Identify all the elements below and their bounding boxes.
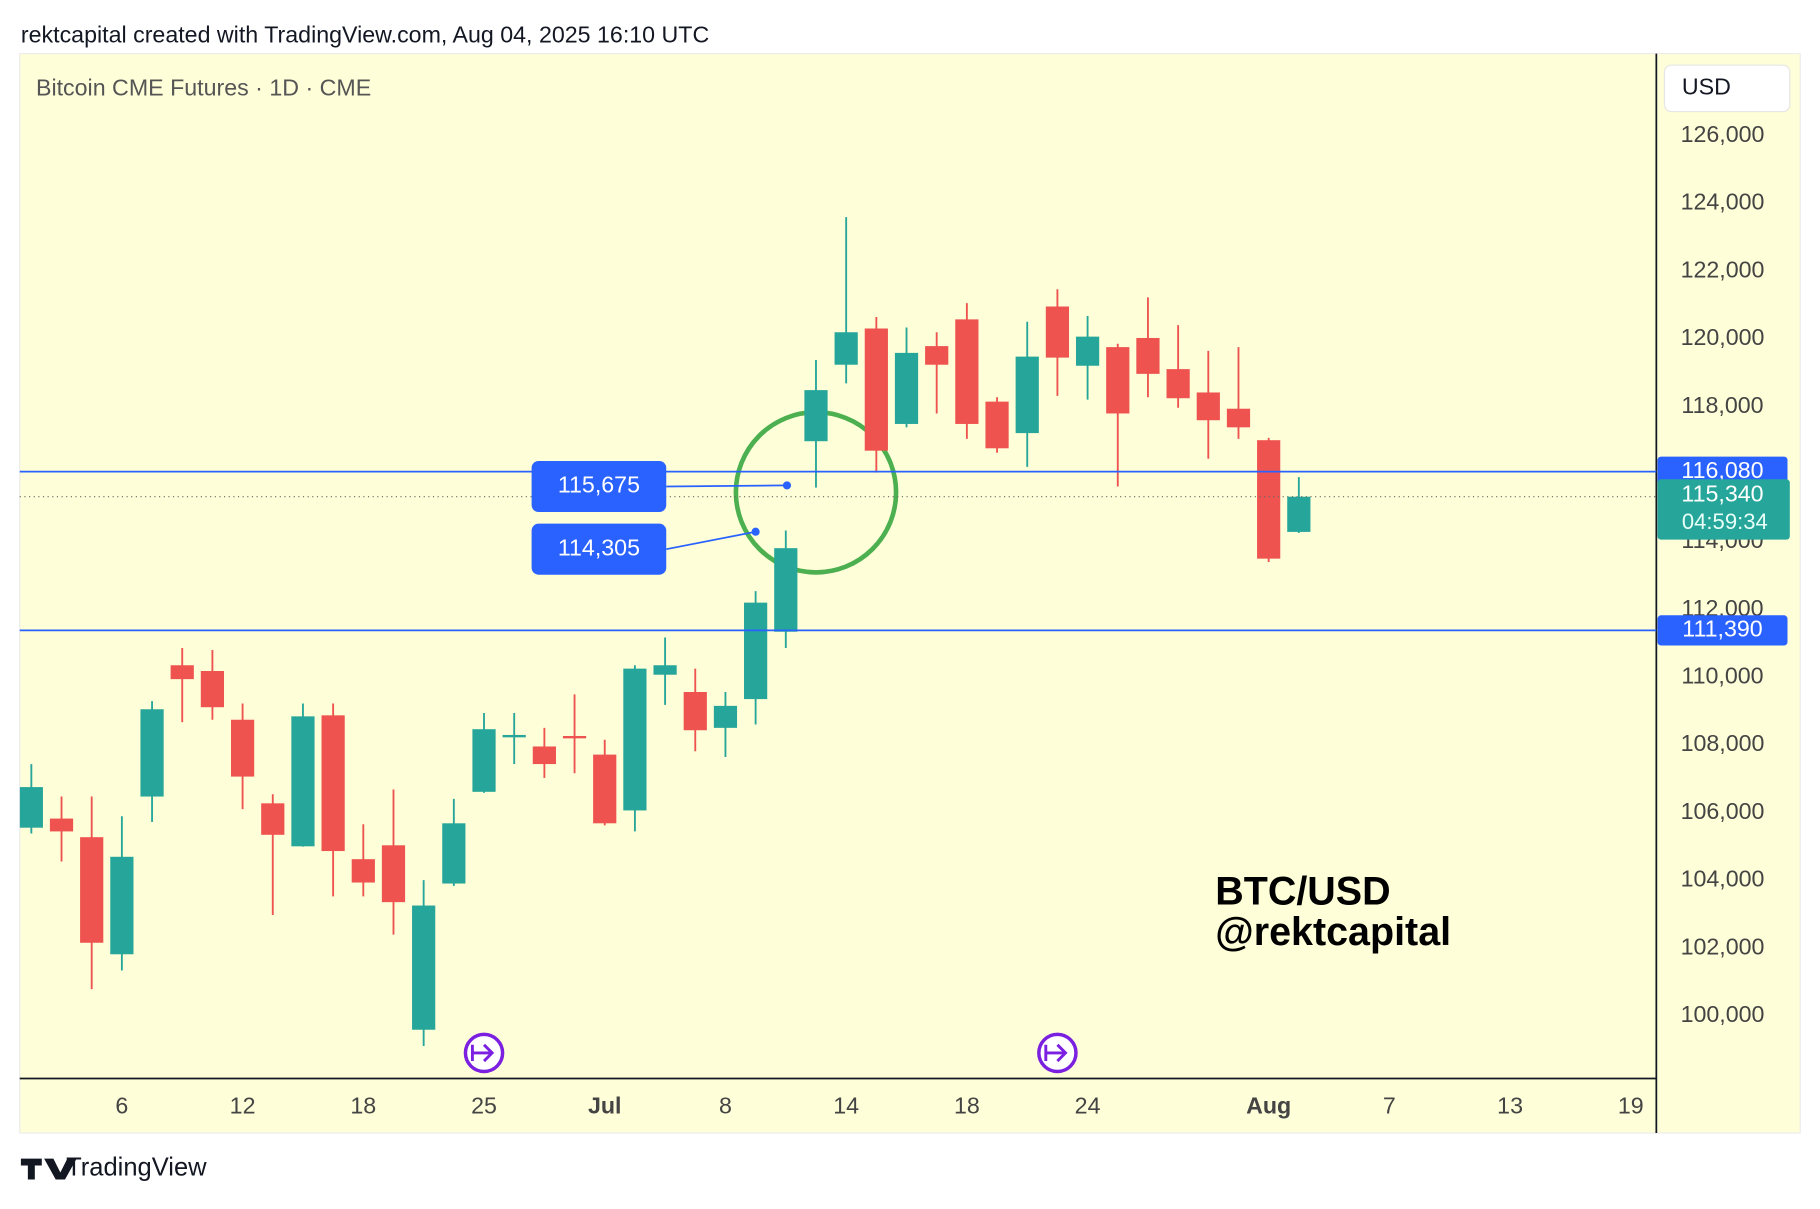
annotation-leader: [666, 484, 787, 488]
candle-body: [502, 734, 526, 738]
candle-body: [894, 352, 919, 424]
x-tick-label: 6: [115, 1093, 128, 1119]
x-tick-label: 19: [1618, 1093, 1644, 1119]
candle-body: [412, 905, 436, 1030]
countdown-label: 04:59:34: [1682, 509, 1768, 534]
last-price-box: [1657, 479, 1790, 540]
annotation-leader: [666, 530, 756, 551]
line-price-box: [1657, 456, 1788, 487]
candle-body: [804, 390, 828, 442]
footer: TradingView: [66, 1154, 207, 1182]
candle-body: [1226, 408, 1251, 428]
candle-body: [744, 602, 768, 700]
x-tick-label: 12: [230, 1093, 256, 1119]
candle-body: [170, 665, 194, 680]
candle-body: [80, 837, 104, 943]
y-tick-label: 106,000: [1681, 798, 1765, 824]
candle-body: [834, 332, 858, 365]
candle-body: [985, 401, 1009, 449]
event-arrow[interactable]: [470, 1043, 495, 1063]
event-arrow[interactable]: [1044, 1043, 1068, 1063]
header: rektcapital created with TradingView.com…: [21, 21, 709, 47]
candle-body: [110, 856, 134, 955]
y-tick-label: 122,000: [1681, 256, 1765, 282]
chart-background: [19, 52, 1801, 1134]
last-price-label: 115,340: [1681, 481, 1763, 507]
candle-body: [562, 735, 587, 739]
candle-body: [955, 319, 979, 424]
candle-body: [532, 746, 556, 765]
y-tick-label: 100,000: [1681, 1001, 1765, 1027]
currency-label[interactable]: USD: [1682, 74, 1731, 100]
x-tick-label: Aug: [1246, 1093, 1291, 1119]
annotation-label: 114,305: [558, 534, 640, 560]
candle-body: [140, 709, 164, 797]
y-tick-label: 104,000: [1681, 866, 1765, 892]
candle-body: [1257, 440, 1281, 559]
candle-body: [381, 845, 406, 903]
candle-body: [261, 803, 285, 835]
x-tick-label: 8: [719, 1093, 732, 1119]
candle-body: [683, 691, 707, 731]
candle-body: [864, 328, 888, 451]
candle-body: [774, 548, 798, 632]
candle-body: [49, 818, 74, 832]
candle-body: [19, 787, 43, 828]
currency-button[interactable]: [1663, 64, 1791, 113]
y-tick-label: 118,000: [1681, 392, 1763, 418]
x-tick-label: Jul: [588, 1093, 622, 1119]
y-tick-label: 110,000: [1681, 663, 1763, 689]
x-tick-label: 18: [954, 1093, 980, 1119]
candle-body: [925, 346, 949, 365]
plot-area: [19, 217, 1311, 1046]
candle-body: [1166, 369, 1190, 399]
candle-body: [291, 716, 315, 847]
candle-body: [653, 665, 677, 675]
x-tick-label: 14: [833, 1093, 859, 1119]
annotation-box: [531, 460, 667, 513]
chart-title: Bitcoin CME Futures · 1D · CME: [36, 75, 371, 101]
candle-body: [713, 705, 738, 728]
x-tick-label: 18: [350, 1093, 376, 1119]
candle-body: [472, 729, 496, 792]
annotation-label: 115,675: [558, 472, 640, 498]
watermark: @rektcapital: [1215, 910, 1451, 954]
candle-body: [1136, 337, 1160, 374]
candle-body: [321, 715, 345, 852]
x-tick-label: 13: [1497, 1093, 1523, 1119]
event-icon[interactable]: [463, 1032, 505, 1074]
line-price-label: 116,080: [1681, 457, 1763, 483]
x-tick-label: 25: [471, 1093, 497, 1119]
x-tick-label: 7: [1383, 1093, 1396, 1119]
candle-body: [200, 671, 225, 708]
y-tick-label: 124,000: [1681, 189, 1765, 215]
candle-body: [1106, 347, 1130, 414]
y-tick-label: 120,000: [1681, 324, 1765, 350]
candle-body: [1045, 306, 1070, 358]
candle-body: [593, 754, 617, 824]
x-tick-label: 24: [1075, 1093, 1101, 1119]
annotation-point: [751, 527, 760, 536]
candle-body: [1287, 496, 1311, 532]
candle-body: [351, 859, 375, 883]
candle-body: [1196, 392, 1220, 421]
line-price-label: 111,390: [1682, 616, 1762, 642]
event-icon[interactable]: [1037, 1032, 1078, 1074]
footer-logo: [20, 1158, 77, 1180]
watermark: BTC/USD: [1215, 869, 1390, 913]
y-tick-label: 126,000: [1681, 121, 1765, 147]
annotation-point: [782, 481, 792, 490]
annotation-box: [531, 523, 667, 575]
candle-body: [1015, 356, 1039, 434]
candle-body: [623, 668, 647, 811]
y-tick-label: 108,000: [1681, 730, 1765, 756]
line-price-box: [1657, 615, 1788, 646]
candle-body: [442, 823, 466, 884]
candle-body: [230, 719, 255, 777]
y-tick-label: 102,000: [1681, 933, 1765, 959]
candle-body: [1075, 336, 1100, 366]
